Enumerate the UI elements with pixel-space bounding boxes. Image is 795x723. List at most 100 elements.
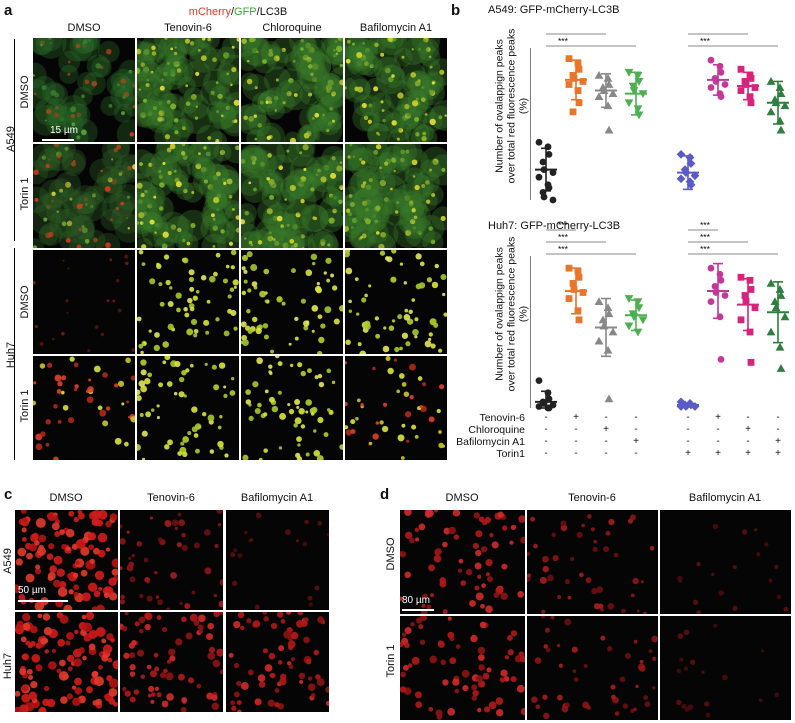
data-point (638, 316, 648, 325)
data-point (574, 59, 582, 67)
a-col-header-dmso: DMSO (67, 22, 101, 34)
data-point (624, 295, 634, 303)
d-row-label-dmso: DMSO (385, 537, 397, 571)
data-point (741, 292, 749, 299)
a-col-header-bafilomycin: Bafilomycin A1 (359, 22, 433, 34)
significance-label: *** (558, 244, 569, 254)
data-point (535, 173, 543, 181)
condition-sign: - (574, 436, 578, 447)
significance-label: *** (700, 220, 711, 230)
condition-label: Chloroquine (468, 424, 525, 436)
data-point (775, 83, 785, 91)
data-point (707, 84, 715, 91)
condition-label: Bafilomycin A1 (456, 436, 525, 448)
data-point (746, 276, 754, 284)
c-col-header-dmso: DMSO (49, 492, 83, 504)
micrograph-a-r4-c4 (345, 356, 447, 460)
data-point (747, 99, 755, 107)
a-scale-label: 15 µm (50, 125, 78, 136)
c-col-header-bafilomycin: Bafilomycin A1 (240, 492, 314, 504)
micrograph-d-r1-c3 (660, 510, 791, 614)
condition-sign: + (745, 424, 751, 435)
data-point (535, 138, 543, 146)
data-point (737, 273, 745, 281)
significance-label: *** (558, 220, 569, 230)
micrograph-c-r2-c3 (226, 612, 329, 712)
data-point (766, 278, 776, 287)
d-col-header-dmso: DMSO (445, 492, 479, 504)
micrograph-a-r2-c4 (345, 144, 447, 248)
huh7-bracket (14, 248, 15, 460)
micrograph-c-r2-c2 (120, 612, 223, 712)
data-point (535, 377, 543, 385)
data-point (545, 184, 553, 192)
data-point (707, 298, 715, 305)
condition-sign: - (746, 436, 750, 447)
group-1 (535, 377, 557, 412)
condition-sign: - (634, 424, 638, 435)
data-point (747, 75, 755, 82)
micrograph-a-r3-c1 (33, 250, 135, 354)
c-col-header-tenovin: Tenovin-6 (147, 492, 195, 504)
group-7 (737, 273, 759, 366)
data-point (575, 99, 583, 107)
data-point (603, 74, 613, 82)
d-col-header-bafilomycin: Bafilomycin A1 (688, 492, 762, 504)
c-scale-bar (18, 600, 68, 602)
significance-label: *** (558, 232, 569, 242)
data-point (742, 298, 750, 305)
condition-sign: - (544, 436, 548, 447)
condition-sign: - (686, 424, 690, 435)
a-row-label-3: DMSO (19, 285, 31, 319)
b-ylabel-top: Number of ovalappign peaks over total re… (493, 28, 530, 184)
data-point (780, 101, 790, 110)
data-point (594, 92, 604, 101)
data-point (549, 196, 557, 204)
condition-sign: - (776, 424, 780, 435)
data-point (624, 322, 634, 331)
condition-sign: - (604, 448, 608, 459)
condition-sign: - (544, 448, 548, 459)
micrograph-d-r1-c1 (400, 510, 525, 614)
group-2 (565, 264, 587, 324)
data-point (717, 276, 725, 284)
data-point (747, 359, 755, 366)
significance-label: *** (558, 30, 569, 34)
c-row-label-huh7: Huh7 (2, 652, 14, 680)
data-point (742, 81, 750, 88)
data-point (539, 158, 547, 166)
group-4 (624, 68, 648, 120)
panel-letter-d: d (380, 486, 390, 503)
micrograph-d-r2-c3 (660, 616, 791, 720)
data-point (686, 159, 696, 168)
data-point (549, 169, 557, 177)
group-5 (676, 397, 700, 411)
group-3 (594, 70, 618, 134)
stain-rest: /LC3B (256, 6, 288, 18)
data-point (624, 99, 634, 108)
data-point (775, 116, 785, 125)
data-point (775, 285, 785, 293)
data-point (579, 289, 587, 296)
a-cellline-huh7: Huh7 (5, 341, 17, 369)
data-point (603, 345, 613, 354)
data-point (565, 81, 573, 88)
micrograph-c-r1-c1 (15, 510, 118, 610)
condition-sign: + (775, 448, 781, 459)
data-point (624, 68, 634, 77)
condition-sign: + (633, 436, 639, 447)
data-point (707, 264, 715, 272)
condition-sign: - (544, 424, 548, 435)
data-point (721, 81, 729, 88)
data-point (574, 267, 582, 275)
data-point (766, 77, 776, 85)
condition-sign: - (544, 412, 548, 423)
group-7 (737, 65, 759, 107)
condition-sign: - (574, 424, 578, 435)
condition-sign: + (775, 436, 781, 447)
c-row-label-a549: A549 (2, 548, 14, 574)
data-point (574, 87, 582, 94)
significance-label: *** (700, 244, 711, 254)
micrograph-a-r1-c1 (33, 38, 135, 142)
data-point (575, 273, 583, 281)
